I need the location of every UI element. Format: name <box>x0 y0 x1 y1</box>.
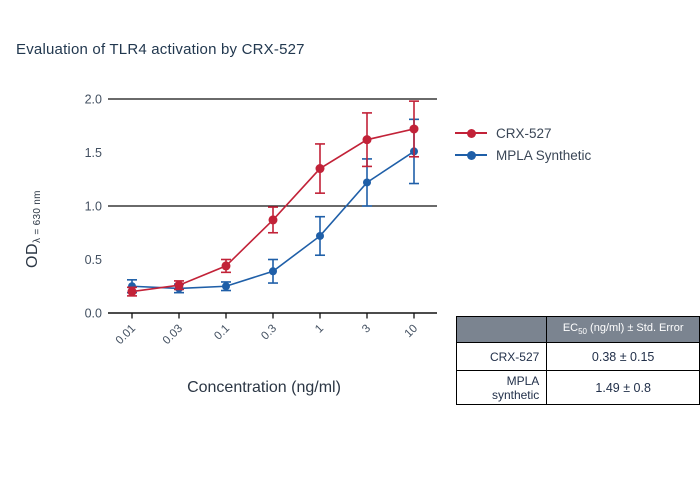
x-axis <box>108 312 437 319</box>
x-axis-label: Concentration (ng/ml) <box>187 379 341 396</box>
row-value-crx527: 0.38 ± 0.15 <box>546 342 700 371</box>
series-crx-527 <box>127 100 419 297</box>
table-row: MPLA synthetic 1.49 ± 0.8 <box>455 370 700 405</box>
chart-title: Evaluation of TLR4 activation by CRX-527 <box>16 41 305 58</box>
legend-item-crx527: CRX-527 <box>455 122 591 144</box>
y-axis-label-sub: λ = 630 nm <box>32 190 43 243</box>
legend-item-mpla: MPLA Synthetic <box>455 144 591 166</box>
svg-text:0.0: 0.0 <box>85 307 102 321</box>
svg-text:0.01: 0.01 <box>114 323 138 347</box>
row-value-mpla: 1.49 ± 0.8 <box>546 370 700 405</box>
svg-text:3: 3 <box>360 323 373 336</box>
legend-label: MPLA Synthetic <box>496 147 592 163</box>
svg-text:1: 1 <box>313 323 326 336</box>
svg-text:0.03: 0.03 <box>161 323 185 347</box>
svg-text:2.0: 2.0 <box>85 93 102 107</box>
svg-text:1.5: 1.5 <box>85 146 102 160</box>
ec50-suffix: (ng/ml) ± Std. Error <box>587 322 684 335</box>
x-tick-labels: 0.01 0.03 0.1 0.3 1 3 10 <box>114 323 420 347</box>
svg-text:0.3: 0.3 <box>259 323 279 343</box>
svg-text:0.1: 0.1 <box>212 323 232 343</box>
table-row: CRX-527 0.38 ± 0.15 <box>455 342 700 371</box>
svg-text:1.0: 1.0 <box>85 200 102 214</box>
y-tick-labels: 0.0 0.5 1.0 1.5 2.0 <box>85 93 102 321</box>
ec50-table: EC50 (ng/ml) ± Std. Error CRX-527 0.38 ±… <box>455 316 700 405</box>
legend: CRX-527 MPLA Synthetic <box>455 122 591 166</box>
y-axis-label-main: OD <box>24 243 41 268</box>
row-label-mpla: MPLA synthetic <box>455 370 548 405</box>
table-header-row: EC50 (ng/ml) ± Std. Error <box>455 316 700 343</box>
ec50-prefix: EC <box>562 322 579 335</box>
gridlines <box>108 98 437 207</box>
svg-text:0.5: 0.5 <box>85 253 102 267</box>
crx527-line-marker-icon <box>455 128 487 138</box>
row-label-crx527: CRX-527 <box>455 342 548 371</box>
legend-label: CRX-527 <box>496 125 552 141</box>
table-header-ec50: EC50 (ng/ml) ± Std. Error <box>546 316 700 343</box>
y-axis-label: ODλ = 630 nm <box>24 190 43 268</box>
svg-text:10: 10 <box>403 323 421 341</box>
mpla-line-marker-icon <box>455 150 487 160</box>
table-corner-cell <box>455 316 548 343</box>
ec50-sub: 50 <box>578 327 587 337</box>
